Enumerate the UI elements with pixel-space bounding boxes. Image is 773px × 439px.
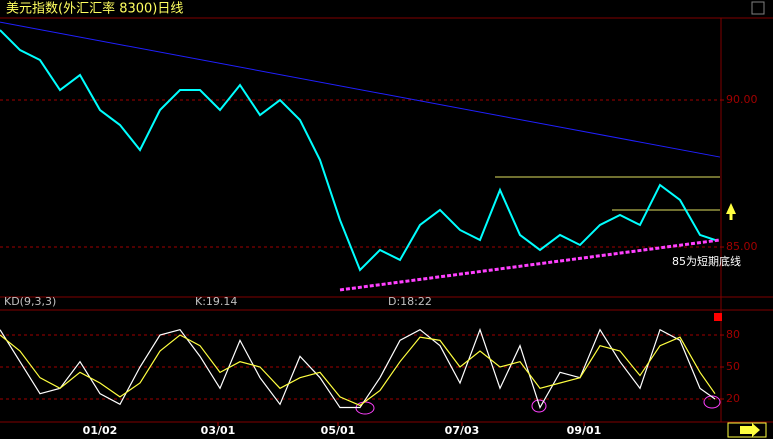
y-tick-label: 90.00 — [726, 93, 758, 106]
legend-entry: K:19.14 — [195, 295, 237, 308]
series-line — [0, 334, 716, 407]
trend-line — [0, 21, 721, 158]
y-tick-label: 80 — [726, 328, 740, 341]
y-tick-label: 50 — [726, 360, 740, 373]
x-tick-label: 09/01 — [567, 424, 602, 437]
panel-marker — [714, 313, 722, 321]
arrow — [726, 203, 736, 214]
series-line — [0, 327, 716, 410]
y-tick-label: 85.00 — [726, 240, 758, 253]
annotation: 85为短期底线 — [672, 254, 741, 268]
indicator-name: KD(9,3,3) — [4, 295, 56, 308]
scroll-arrow — [740, 423, 760, 437]
scroll-button[interactable] — [727, 422, 767, 438]
x-tick-label: 01/02 — [83, 424, 118, 437]
x-tick-label: 03/01 — [201, 424, 236, 437]
trend-line — [339, 238, 721, 292]
x-tick-label: 05/01 — [321, 424, 356, 437]
highlight — [703, 395, 721, 409]
legend-entry: D:18:22 — [388, 295, 432, 308]
highlight — [531, 399, 547, 413]
series-line — [0, 29, 716, 272]
y-tick-label: 20 — [726, 392, 740, 405]
x-tick-label: 07/03 — [445, 424, 480, 437]
window-button[interactable] — [751, 1, 765, 15]
chart-title: 美元指数(外汇汇率 8300)日线 — [6, 1, 183, 17]
